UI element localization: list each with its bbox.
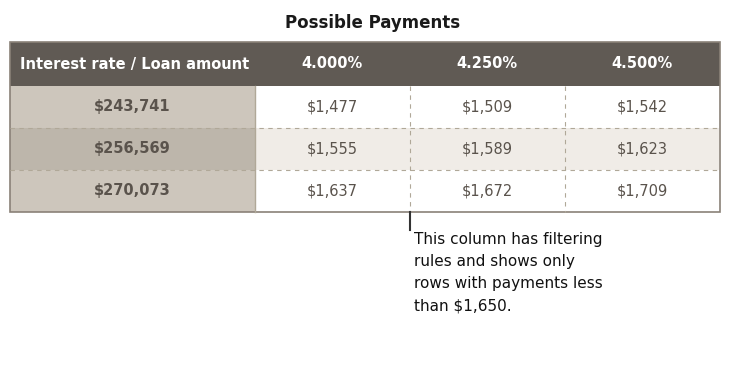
Text: $1,477: $1,477: [307, 100, 358, 115]
Text: $1,623: $1,623: [616, 142, 668, 156]
Bar: [10, 42, 720, 212]
Text: $1,555: $1,555: [307, 142, 358, 156]
Text: 4.000%: 4.000%: [302, 56, 363, 71]
Bar: [10, 128, 255, 170]
Text: Possible Payments: Possible Payments: [285, 14, 460, 32]
Bar: [10, 42, 720, 86]
Bar: [10, 170, 255, 212]
Bar: [410, 86, 565, 128]
Text: $256,569: $256,569: [94, 142, 171, 156]
Text: 4.500%: 4.500%: [612, 56, 673, 71]
Text: $1,709: $1,709: [616, 183, 668, 198]
Text: 4.250%: 4.250%: [457, 56, 518, 71]
Bar: [255, 86, 410, 128]
Text: $1,509: $1,509: [462, 100, 513, 115]
Bar: [410, 170, 565, 212]
Bar: [565, 170, 719, 212]
Bar: [410, 128, 565, 170]
Text: $243,741: $243,741: [94, 100, 171, 115]
Bar: [565, 86, 719, 128]
Bar: [255, 128, 410, 170]
Bar: [565, 128, 719, 170]
Bar: [255, 170, 410, 212]
Text: $270,073: $270,073: [94, 183, 171, 198]
Bar: [10, 86, 255, 128]
Text: $1,637: $1,637: [307, 183, 358, 198]
Text: $1,672: $1,672: [461, 183, 513, 198]
Text: $1,589: $1,589: [462, 142, 513, 156]
Text: $1,542: $1,542: [616, 100, 668, 115]
Text: This column has filtering
rules and shows only
rows with payments less
than $1,6: This column has filtering rules and show…: [413, 232, 603, 313]
Text: Interest rate / Loan amount: Interest rate / Loan amount: [20, 56, 250, 71]
